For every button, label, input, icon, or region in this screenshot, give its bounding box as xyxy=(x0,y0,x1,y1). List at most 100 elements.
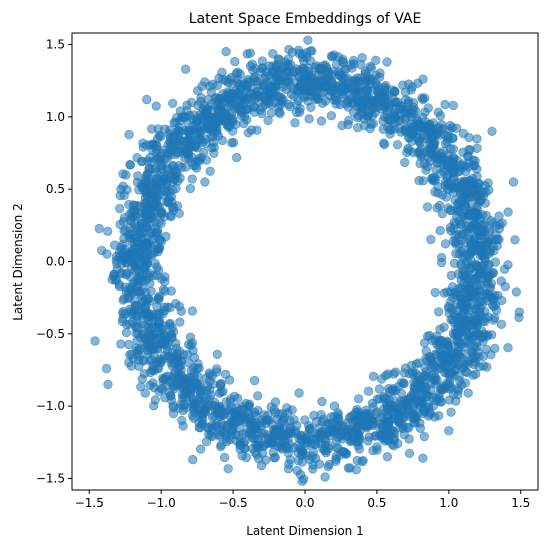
data-point xyxy=(118,169,128,179)
data-point xyxy=(245,48,256,58)
data-point xyxy=(451,248,461,259)
data-point xyxy=(442,137,453,147)
data-point xyxy=(496,276,507,286)
data-point xyxy=(364,75,375,86)
data-point xyxy=(241,452,252,463)
data-point xyxy=(393,438,403,449)
data-point xyxy=(136,382,146,392)
data-point xyxy=(393,402,403,412)
data-point xyxy=(452,347,463,357)
data-point xyxy=(185,183,196,194)
data-point xyxy=(475,297,486,307)
data-point xyxy=(287,405,297,415)
data-point xyxy=(142,294,153,305)
data-point xyxy=(426,234,436,245)
data-point xyxy=(308,87,319,97)
data-point xyxy=(409,377,419,387)
data-point xyxy=(161,179,171,189)
data-point xyxy=(440,239,451,249)
data-point xyxy=(147,323,157,333)
data-point xyxy=(449,258,460,269)
data-point xyxy=(327,52,338,62)
data-point xyxy=(151,144,162,154)
data-point xyxy=(274,102,284,113)
data-point xyxy=(158,376,168,386)
data-point xyxy=(303,35,313,45)
data-point xyxy=(471,327,482,338)
data-point xyxy=(134,267,145,278)
data-point xyxy=(193,85,203,96)
data-point xyxy=(178,136,188,146)
data-point xyxy=(379,138,389,148)
data-point xyxy=(427,335,438,346)
data-point xyxy=(126,349,137,359)
data-point xyxy=(132,152,142,163)
data-point xyxy=(321,448,331,458)
data-point xyxy=(231,417,241,428)
data-point xyxy=(508,177,519,187)
data-point xyxy=(137,219,147,230)
data-point xyxy=(452,155,463,166)
data-point xyxy=(218,74,228,85)
data-point xyxy=(189,110,199,120)
data-point xyxy=(172,201,183,211)
data-point xyxy=(351,465,362,475)
y-tick-label: −1.5 xyxy=(36,471,65,485)
data-point xyxy=(453,331,463,342)
data-point xyxy=(256,420,267,431)
data-point xyxy=(207,143,217,153)
data-point xyxy=(294,388,304,398)
data-point xyxy=(219,427,229,438)
data-point xyxy=(316,427,326,438)
data-point xyxy=(489,246,499,256)
data-point xyxy=(177,389,188,400)
data-point xyxy=(150,258,160,269)
data-point xyxy=(475,195,486,206)
data-point xyxy=(155,131,166,142)
data-point xyxy=(331,59,342,70)
data-point xyxy=(253,391,263,401)
data-point xyxy=(496,319,507,330)
data-point xyxy=(444,426,454,436)
data-point xyxy=(326,86,336,96)
data-point xyxy=(252,125,262,135)
data-point xyxy=(101,363,112,374)
data-point xyxy=(446,270,457,281)
data-point xyxy=(191,120,201,130)
data-point xyxy=(379,93,389,103)
data-point xyxy=(107,274,117,285)
data-point xyxy=(317,416,328,427)
data-point xyxy=(190,161,201,171)
data-point xyxy=(166,211,176,222)
data-point xyxy=(304,421,314,431)
x-axis-label: Latent Dimension 1 xyxy=(246,524,364,538)
data-point xyxy=(459,272,470,283)
data-point xyxy=(436,257,447,268)
data-point xyxy=(305,46,316,56)
data-point xyxy=(399,107,410,118)
data-point xyxy=(225,394,236,404)
data-point xyxy=(213,131,224,141)
data-point xyxy=(136,343,146,354)
data-point xyxy=(119,293,130,304)
data-point xyxy=(261,455,271,465)
data-point xyxy=(454,206,465,217)
data-point xyxy=(137,183,148,193)
data-point xyxy=(160,124,170,134)
data-point xyxy=(303,70,313,81)
data-point xyxy=(196,388,206,399)
data-point xyxy=(180,64,191,74)
data-point xyxy=(276,92,286,103)
data-point xyxy=(309,410,319,421)
data-point xyxy=(134,351,145,361)
data-point xyxy=(353,122,363,133)
data-point xyxy=(476,280,486,291)
data-point xyxy=(261,95,272,106)
data-point xyxy=(450,219,461,230)
data-point xyxy=(364,432,374,442)
data-point xyxy=(443,180,454,190)
data-point xyxy=(124,284,134,294)
data-point xyxy=(435,225,445,236)
data-point xyxy=(426,142,436,153)
data-point xyxy=(246,429,257,439)
